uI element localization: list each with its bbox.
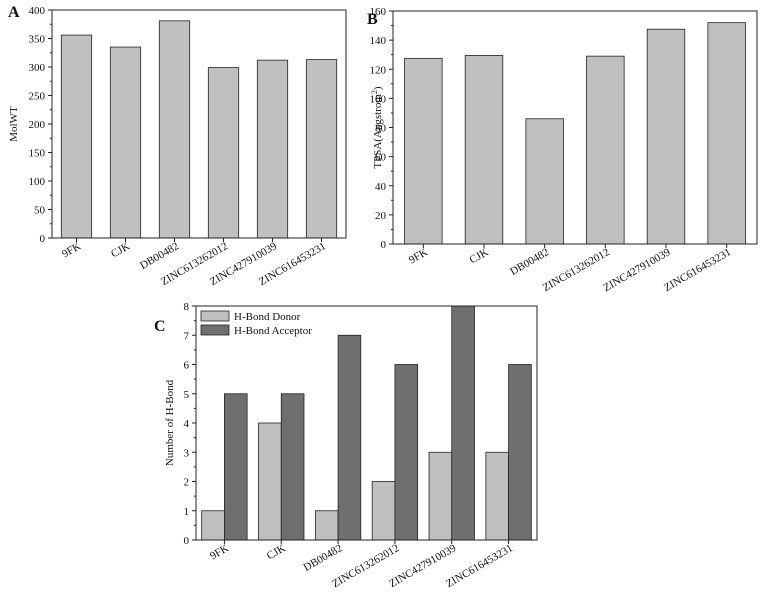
bar-zinc427910039 [256, 59, 289, 239]
bar-db00482 [158, 20, 191, 239]
bar-cjk [109, 46, 142, 239]
y-tick-label: 8 [184, 301, 190, 313]
bar-db00482 [525, 118, 564, 245]
y-tick-label: 150 [29, 148, 46, 160]
x-tick-label-zinc613262012: ZINC613262012 [541, 246, 612, 294]
bar-9fk [60, 34, 93, 239]
y-tick-label: 5 [184, 389, 190, 401]
y-tick-label: 0 [381, 239, 387, 251]
plot-frame [392, 10, 758, 245]
bar-h-bond-donor-cjk [258, 422, 282, 541]
bar-h-bond-donor-zinc427910039 [428, 451, 453, 541]
y-tick-label: 160 [370, 6, 387, 18]
legend-label-h-bond-donor: H-Bond Donor [234, 311, 301, 323]
y-tick-label: 200 [29, 119, 46, 131]
legend-swatch-h-bond-donor [200, 310, 230, 322]
y-tick-label: 300 [29, 62, 46, 74]
bar-cjk [464, 55, 504, 245]
y-tick-label: 60 [375, 152, 387, 164]
x-tick-label-9fk: 9FK [407, 246, 430, 266]
bar-h-bond-acceptor-zinc427910039 [451, 305, 475, 541]
panel-letter: A [8, 4, 20, 21]
y-axis-title-text: TPSA(Angstrom [372, 94, 384, 169]
x-tick-label-db00482: DB00482 [508, 246, 551, 278]
y-tick-label: 140 [370, 35, 387, 47]
y-tick-label: 0 [184, 535, 190, 547]
y-axis-title: TPSA(Angstrom2) [370, 86, 385, 169]
x-tick-label-db00482: DB00482 [138, 240, 181, 272]
y-axis-title-text: MolWT [8, 106, 20, 142]
y-tick-label: 250 [29, 91, 46, 103]
bar-zinc616453231 [707, 22, 746, 245]
x-tick-label-db00482: DB00482 [302, 542, 345, 574]
y-tick-label: 7 [184, 330, 190, 342]
bar-h-bond-donor-9fk [201, 510, 225, 541]
bar-h-bond-acceptor-zinc616453231 [508, 364, 532, 541]
y-tick-label: 100 [29, 176, 46, 188]
x-tick-label-9fk: 9FK [208, 542, 231, 562]
x-tick-label-9fk: 9FK [60, 240, 83, 260]
y-axis-title: MolWT [8, 106, 20, 142]
y-axis-title-superscript: 2 [370, 90, 379, 94]
legend-swatch-h-bond-acceptor [200, 324, 230, 336]
bar-9fk [404, 57, 443, 245]
y-tick-label: 400 [29, 5, 46, 17]
y-tick-label: 2 [184, 477, 190, 489]
y-tick-label: 350 [29, 34, 46, 46]
y-tick-label: 120 [370, 64, 387, 76]
y-tick-label: 1 [184, 506, 190, 518]
bar-zinc427910039 [646, 28, 686, 245]
x-tick-label-zinc616453231: ZINC616453231 [662, 246, 733, 294]
y-tick-label: 6 [184, 360, 190, 372]
bar-h-bond-donor-zinc613262012 [371, 481, 396, 541]
bar-h-bond-acceptor-cjk [280, 393, 305, 541]
y-tick-label: 50 [34, 205, 46, 217]
bar-h-bond-donor-db00482 [314, 510, 339, 541]
bar-zinc613262012 [207, 67, 240, 239]
y-tick-label: 4 [184, 418, 190, 430]
bar-h-bond-acceptor-db00482 [337, 334, 362, 541]
panel-letter: B [367, 11, 378, 28]
panel-letter: C [154, 318, 166, 335]
plot-frame [51, 9, 347, 239]
y-axis-title-text: Number of H-Bond [164, 379, 176, 466]
x-tick-label-cjk: CJK [109, 240, 132, 260]
bar-h-bond-acceptor-9fk [224, 393, 248, 541]
y-tick-label: 20 [375, 210, 387, 222]
bar-zinc613262012 [586, 55, 625, 245]
x-tick-label-zinc427910039: ZINC427910039 [601, 246, 673, 294]
y-axis-title-close: ) [372, 86, 384, 90]
y-tick-label: 3 [184, 447, 190, 459]
y-tick-label: 80 [375, 123, 387, 135]
legend-label-h-bond-acceptor: H-Bond Acceptor [234, 325, 312, 337]
x-tick-label-cjk: CJK [468, 246, 491, 266]
y-tick-label: 0 [40, 233, 46, 245]
y-tick-label: 40 [375, 181, 387, 193]
x-tick-label-cjk: CJK [265, 542, 288, 562]
bar-zinc616453231 [305, 59, 338, 239]
y-tick-label: 100 [370, 93, 387, 105]
bar-h-bond-acceptor-zinc613262012 [394, 364, 419, 541]
bar-h-bond-donor-zinc616453231 [485, 451, 509, 541]
y-axis-title: Number of H-Bond [164, 379, 176, 466]
